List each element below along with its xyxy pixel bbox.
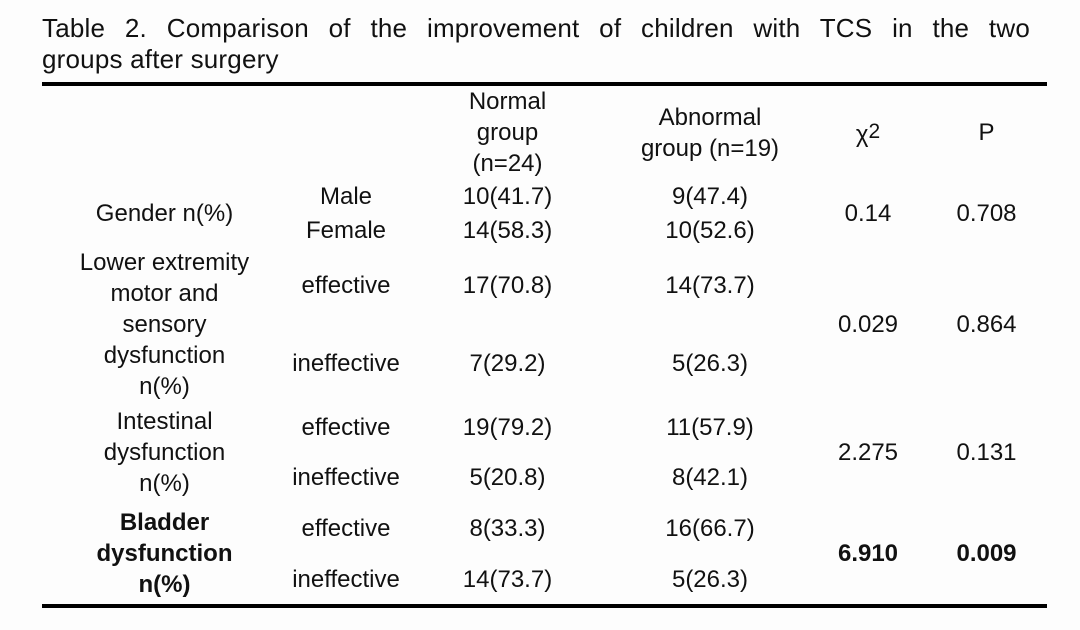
value-normal: 8(33.3) — [469, 514, 546, 542]
p-gender: 0.708 — [956, 199, 1017, 227]
category-bladder: Bladder dysfunction n(%) — [42, 502, 287, 606]
table-row: ineffective 5(20.8) 8(42.1) — [42, 452, 1047, 502]
category-label: Bladder dysfunction n(%) — [96, 508, 233, 598]
sub-label-ineffective: ineffective — [292, 463, 400, 491]
value-abnormal: 5(26.3) — [671, 349, 749, 377]
sub-label-ineffective: ineffective — [292, 565, 400, 593]
value-abnormal: 8(42.1) — [671, 463, 749, 491]
value-abnormal: 5(26.3) — [671, 565, 749, 593]
p-lower-extremity: 0.864 — [956, 311, 1017, 338]
category-lower-extremity: Lower extremity motor and sensory dysfun… — [42, 247, 287, 402]
value-normal: 10(41.7) — [462, 182, 553, 210]
p-bladder: 0.009 — [956, 539, 1017, 567]
value-normal: 5(20.8) — [469, 463, 546, 491]
value-abnormal: 11(57.9) — [666, 413, 754, 441]
sub-label-female: Female — [305, 216, 387, 244]
category-label: Lower extremity motor and sensory dysfun… — [79, 249, 250, 400]
value-normal: 14(58.3) — [462, 216, 553, 244]
header-normal-group: Normal group (n=24) — [405, 84, 610, 179]
sub-label-ineffective: ineffective — [292, 349, 400, 377]
chi2-lower-extremity: 0.029 — [837, 311, 899, 338]
table-caption-line1: Table 2. Comparison of the improvement o… — [42, 13, 1030, 43]
table-row: Gender n(%) Male 10(41.7) 9(47.4) 0.14 0… — [42, 179, 1047, 228]
header-sub-cell — [287, 84, 405, 179]
table-row: Lower extremity motor and sensory dysfun… — [42, 247, 1047, 400]
value-normal: 7(29.2) — [469, 349, 546, 377]
table-row: Bladder dysfunction n(%) effective 8(33.… — [42, 502, 1047, 598]
sub-label-effective: effective — [301, 413, 391, 441]
table-caption: Table 2. Comparison of the improvement o… — [42, 13, 1030, 75]
value-abnormal: 14(73.7) — [665, 272, 755, 300]
value-abnormal: 9(47.4) — [671, 182, 749, 210]
header-chi-squared: χ2 — [810, 84, 926, 179]
chi2-bladder: 6.910 — [837, 539, 899, 567]
table-row: ineffective 14(73.7) 5(26.3) — [42, 554, 1047, 606]
table-row: Intestinal dysfunction n(%) effective 19… — [42, 402, 1047, 497]
results-table: Normal group (n=24) Abnormal group (n=19… — [42, 82, 1047, 608]
category-gender: Gender n(%) — [42, 179, 287, 247]
table-caption-line2: groups after surgery — [42, 44, 279, 74]
header-category-cell — [42, 84, 287, 179]
category-intestinal: Intestinal dysfunction n(%) — [42, 402, 287, 502]
chi-exponent: 2 — [868, 119, 881, 143]
header-abnormal-group: Abnormal group (n=19) — [610, 84, 810, 179]
sub-label-effective: effective — [301, 272, 391, 300]
value-normal: 17(70.8) — [462, 272, 553, 300]
sub-label-male: Male — [319, 182, 373, 210]
p-intestinal: 0.131 — [956, 438, 1017, 466]
header-normal-group-label: Normal group (n=24) — [468, 88, 547, 177]
value-normal: 19(79.2) — [462, 413, 553, 441]
value-abnormal: 16(66.7) — [665, 514, 755, 542]
category-label: Intestinal dysfunction n(%) — [103, 407, 226, 497]
chi2-intestinal: 2.275 — [837, 438, 899, 466]
value-normal: 14(73.7) — [462, 565, 553, 593]
value-abnormal: 10(52.6) — [665, 216, 755, 244]
category-label: Gender n(%) — [95, 200, 234, 228]
chi-symbol: χ — [855, 120, 869, 148]
table-header-row: Normal group (n=24) Abnormal group (n=19… — [42, 84, 1047, 179]
chi2-gender: 0.14 — [844, 199, 892, 227]
header-abnormal-group-label: Abnormal group (n=19) — [640, 103, 780, 162]
table-row: ineffective 7(29.2) 5(26.3) — [42, 325, 1047, 403]
header-p-value: P — [978, 119, 995, 146]
sub-label-effective: effective — [301, 514, 391, 542]
table-row: Female 14(58.3) 10(52.6) — [42, 213, 1047, 247]
